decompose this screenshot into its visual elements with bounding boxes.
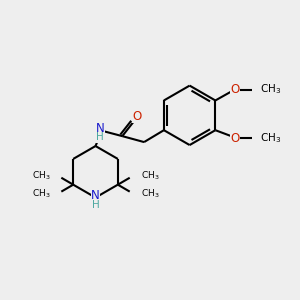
Text: CH$_3$: CH$_3$ [32, 169, 50, 182]
Text: O: O [231, 132, 240, 145]
Text: O: O [133, 110, 142, 123]
Text: N: N [96, 122, 105, 135]
Text: N: N [91, 189, 100, 202]
Text: CH$_3$: CH$_3$ [260, 83, 281, 97]
Text: CH$_3$: CH$_3$ [32, 187, 50, 200]
Text: CH$_3$: CH$_3$ [141, 169, 159, 182]
Text: H: H [96, 132, 104, 142]
Text: CH$_3$: CH$_3$ [260, 131, 281, 145]
Text: O: O [231, 83, 240, 96]
Text: CH$_3$: CH$_3$ [141, 187, 159, 200]
Text: H: H [92, 200, 99, 211]
